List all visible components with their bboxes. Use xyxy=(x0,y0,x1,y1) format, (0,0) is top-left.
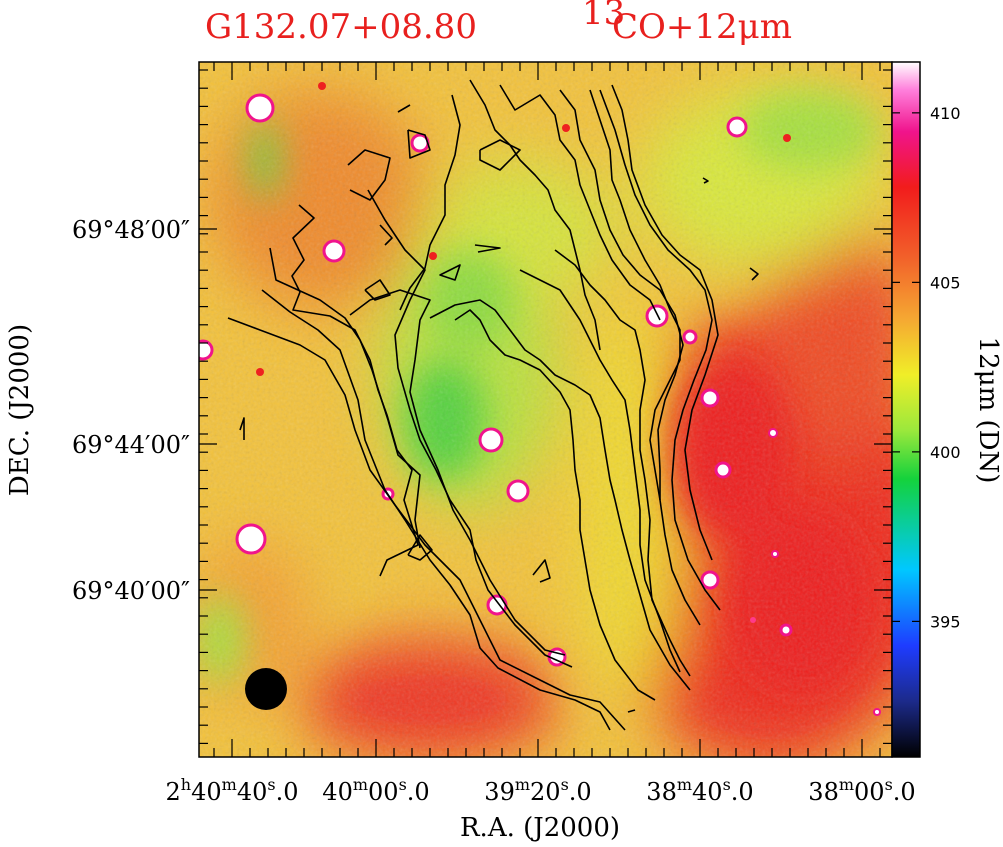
beam-marker xyxy=(245,668,287,710)
point-sources xyxy=(199,82,881,716)
colorbar-tick-label: 410 xyxy=(930,104,961,123)
intensity-map xyxy=(199,62,892,757)
colorbar xyxy=(891,61,921,758)
colorbar-tick-label: 395 xyxy=(930,612,961,631)
title-left: G132.07+08.80 xyxy=(205,7,477,47)
y-axis-label: DEC. (J2000) xyxy=(5,324,35,496)
x-tick-label: 39m20s.0 xyxy=(484,775,591,806)
title-right: CO+12μm xyxy=(612,7,792,47)
x-tick-label: 2h40m40s.0 xyxy=(166,775,299,806)
y-tick-label: 69°44′00″ xyxy=(72,431,190,459)
x-axis-label: R.A. (J2000) xyxy=(460,813,620,843)
x-tick-label: 38m40s.0 xyxy=(646,775,753,806)
axis-ticks xyxy=(199,62,892,757)
x-tick-labels: 2h40m40s.0 40m00s.0 39m20s.0 38m40s.0 38m00s… xyxy=(166,775,916,806)
co-contours xyxy=(227,79,759,731)
title-right-superscript: 13 xyxy=(582,0,625,33)
y-tick-label: 69°48′00″ xyxy=(72,216,190,244)
colorbar-tick-label: 400 xyxy=(930,443,961,462)
x-tick-label: 40m00s.0 xyxy=(322,775,429,806)
y-tick-labels: 69°48′00″ 69°44′00″ 69°40′00″ xyxy=(72,216,190,605)
x-tick-label: 38m00s.0 xyxy=(808,775,915,806)
colorbar-ticks: 395 400 405 410 xyxy=(892,104,961,631)
colorbar-tick-label: 405 xyxy=(930,273,961,292)
y-tick-label: 69°40′00″ xyxy=(72,577,190,605)
colorbar-label: 12μm (DN) xyxy=(973,337,1003,484)
